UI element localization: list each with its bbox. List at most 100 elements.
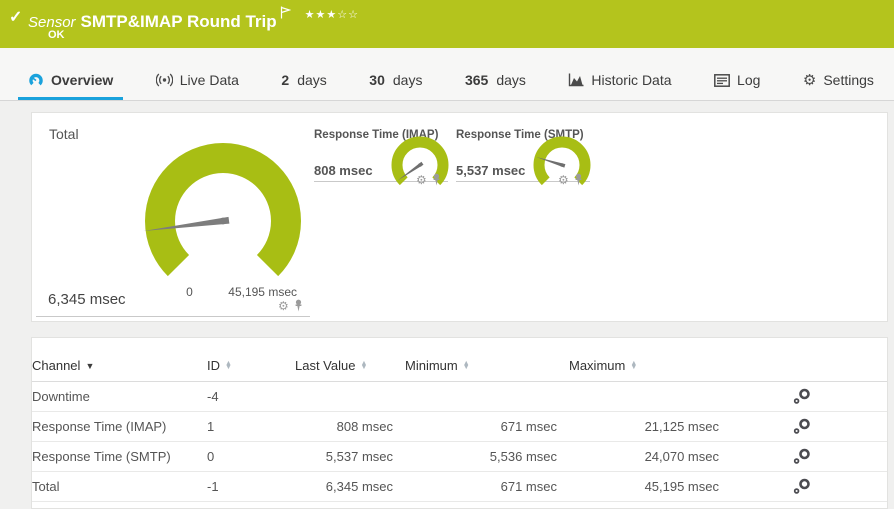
channel-settings-gear-icon[interactable]: ⚙ [278, 298, 289, 313]
tab-label: Overview [51, 72, 114, 88]
channel-name: Response Time (IMAP) [32, 411, 207, 442]
tab-number: 365 [464, 72, 489, 88]
sort-desc-icon: ▼ [85, 361, 95, 371]
tab-365-days[interactable]: 365 days [455, 63, 536, 100]
live-data-icon [155, 73, 173, 87]
total-gauge-label: Total [49, 126, 79, 142]
channel-settings-gear-icon[interactable]: ⚙ [416, 172, 427, 187]
channel-minimum: 5,536 msec [405, 441, 569, 472]
channel-maximum: 24,070 msec [569, 441, 731, 472]
tab-number: 2 [281, 72, 290, 88]
smtp-gauge [532, 135, 592, 195]
pin-icon[interactable] [432, 173, 441, 186]
tab-label: days [392, 72, 423, 88]
channel-last-value: 808 msec [295, 411, 405, 442]
table-row-response-time-imap[interactable]: Response Time (IMAP) 1 808 msec 671 msec… [32, 411, 887, 442]
tab-label: days [297, 72, 327, 88]
smtp-gauge-label: Response Time (SMTP) [456, 129, 584, 141]
channel-maximum: 21,125 msec [569, 411, 731, 442]
column-header-spacer [871, 352, 887, 382]
column-header-actions [731, 352, 871, 382]
edit-channel-gears-icon[interactable] [793, 418, 812, 435]
sort-icon: ▲ ▼ [630, 360, 638, 371]
channel-maximum: 45,195 msec [569, 471, 731, 502]
table-header-row: Channel ▼ ID ▲ ▼ Last Value ▲ ▼ Minimum ▲ ▼ Max… [32, 352, 887, 382]
gear-icon: ⚙ [802, 71, 817, 89]
edit-channel-gears-icon[interactable] [793, 448, 812, 465]
smtp-gauge-cell: Response Time (SMTP) 5,537 msec ⚙ [456, 129, 591, 187]
channel-last-value: 6,345 msec [295, 471, 405, 502]
gauge-icon [29, 73, 43, 87]
tab-log[interactable]: Log [704, 63, 770, 100]
edit-channel-gears-icon[interactable] [793, 388, 812, 405]
tab-live-data[interactable]: Live Data [146, 63, 249, 100]
total-gauge [128, 126, 318, 302]
sensor-status-banner: ✓ Sensor SMTP&IMAP Round Trip ★★★☆☆ OK [0, 0, 894, 48]
tab-label: Log [737, 72, 761, 88]
pin-icon[interactable] [294, 299, 303, 312]
table-row-downtime[interactable]: Downtime -4 [32, 381, 887, 412]
sort-icon: ▲ ▼ [225, 360, 232, 371]
priority-stars[interactable]: ★★★☆☆ [304, 9, 359, 21]
channel-id: 1 [207, 411, 295, 442]
sensor-title: SMTP&IMAP Round Trip [80, 12, 277, 31]
tab-overview[interactable]: Overview [18, 63, 124, 100]
smtp-cell-divider [456, 181, 590, 182]
column-header-channel[interactable]: Channel ▼ [32, 352, 207, 382]
channel-minimum: 671 msec [405, 411, 569, 442]
tab-historic-data[interactable]: Historic Data [558, 63, 681, 100]
imap-gauge [390, 135, 450, 195]
column-header-minimum[interactable]: Minimum ▲ ▼ [405, 352, 569, 382]
channel-id: -1 [207, 471, 295, 502]
tab-bar: Overview Live Data 2 days 30 days 365 da… [0, 48, 894, 101]
channel-name: Downtime [32, 381, 207, 412]
table-row-response-time-smtp[interactable]: Response Time (SMTP) 0 5,537 msec 5,536 … [32, 441, 887, 472]
total-gauge-value: 6,345 msec [48, 291, 126, 308]
channel-maximum [569, 381, 731, 412]
sort-icon: ▲ ▼ [360, 360, 368, 371]
chart-icon [569, 73, 584, 87]
channel-last-value: 5,537 msec [295, 441, 405, 472]
log-icon [714, 73, 730, 87]
channel-minimum: 671 msec [405, 471, 569, 502]
object-kind-label: Sensor [28, 14, 76, 31]
sensor-status-text: OK [48, 29, 65, 41]
imap-gauge-cell: Response Time (IMAP) 808 msec ⚙ [314, 129, 449, 187]
smtp-gauge-needle [536, 157, 566, 168]
imap-gauge-value: 808 msec [314, 163, 373, 178]
total-cell-divider [36, 316, 310, 317]
smtp-gauge-value: 5,537 msec [456, 163, 526, 178]
channel-id: 0 [207, 441, 295, 472]
tab-label: Live Data [179, 72, 239, 88]
channel-settings-gear-icon[interactable]: ⚙ [558, 172, 569, 187]
flag-icon[interactable] [280, 6, 292, 24]
total-gauge-scale-min: 0 [186, 285, 193, 299]
tab-label: days [496, 72, 526, 88]
tab-2-days[interactable]: 2 days [271, 63, 336, 100]
tab-label: Settings [823, 72, 874, 88]
imap-cell-divider [314, 181, 448, 182]
tab-settings[interactable]: ⚙ Settings [793, 63, 884, 100]
total-gauge-needle [143, 216, 230, 232]
column-header-last-value[interactable]: Last Value ▲ ▼ [295, 352, 405, 382]
pin-icon[interactable] [574, 173, 583, 186]
table-row-total[interactable]: Total -1 6,345 msec 671 msec 45,195 msec [32, 471, 887, 502]
sort-icon: ▲ ▼ [462, 360, 470, 371]
channel-table-panel: Channel ▼ ID ▲ ▼ Last Value ▲ ▼ Minimum ▲ ▼ Max… [31, 337, 888, 509]
channel-id: -4 [207, 381, 295, 412]
tab-30-days[interactable]: 30 days [359, 63, 432, 100]
edit-channel-gears-icon[interactable] [793, 478, 812, 495]
ok-check-icon: ✓ [9, 9, 23, 26]
channel-name: Response Time (SMTP) [32, 441, 207, 472]
tab-number: 30 [369, 72, 385, 88]
total-gauge-scale-max: 45,195 msec [228, 285, 297, 299]
channel-last-value [295, 381, 405, 412]
tab-label: Historic Data [591, 72, 672, 88]
column-header-id[interactable]: ID ▲ ▼ [207, 352, 295, 382]
column-header-maximum[interactable]: Maximum ▲ ▼ [569, 352, 731, 382]
channel-name: Total [32, 471, 207, 502]
imap-gauge-needle [397, 161, 424, 181]
channel-table: Channel ▼ ID ▲ ▼ Last Value ▲ ▼ Minimum ▲ ▼ Max… [32, 352, 887, 502]
overview-gauges-panel: Total 0 45,195 msec 6,345 msec ⚙ Respons… [31, 112, 888, 322]
imap-gauge-label: Response Time (IMAP) [314, 129, 439, 141]
